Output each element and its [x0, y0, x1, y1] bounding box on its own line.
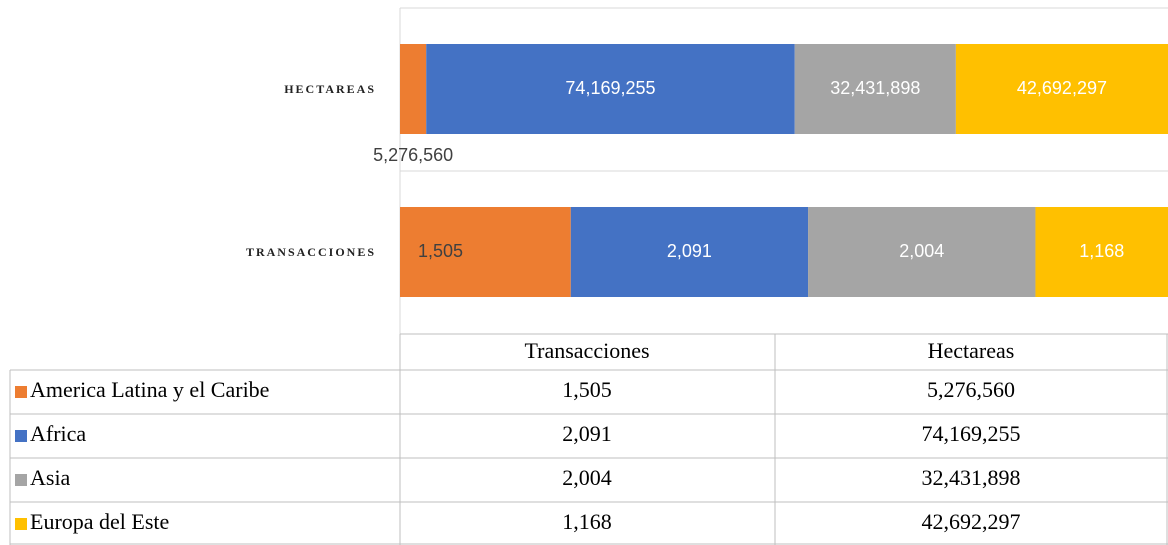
- bar-segment: [955, 44, 1168, 134]
- table-cell: 2,004: [562, 465, 612, 490]
- legend-swatch: [15, 474, 27, 486]
- bar-segment: [426, 44, 795, 134]
- table-cell: 1,168: [562, 509, 612, 534]
- y-axis-label: Transacciones: [246, 245, 376, 259]
- data-label: 1,168: [1079, 241, 1124, 261]
- data-label: 5,276,560: [373, 145, 453, 165]
- legend-label: Asia: [30, 465, 71, 490]
- legend-swatch: [15, 518, 27, 530]
- legend-swatch: [15, 386, 27, 398]
- data-label: 1,505: [418, 241, 463, 261]
- legend-label: Europa del Este: [30, 509, 169, 534]
- table-header: Transacciones: [524, 338, 649, 363]
- bar-segment: [808, 207, 1036, 297]
- table-cell: 1,505: [562, 377, 612, 402]
- bar-segment: [794, 44, 956, 134]
- data-label: 74,169,255: [565, 78, 655, 98]
- data-label: 2,004: [899, 241, 944, 261]
- table-cell: 32,431,898: [922, 465, 1021, 490]
- legend-label: Africa: [30, 421, 86, 446]
- bar-segment: [1035, 207, 1168, 297]
- y-axis-label: Hectareas: [284, 82, 376, 96]
- bar-segment: [400, 207, 571, 297]
- data-label: 2,091: [667, 241, 712, 261]
- data-label: 32,431,898: [830, 78, 920, 98]
- data-table-grid: [9, 333, 1168, 545]
- legend-label: America Latina y el Caribe: [30, 377, 269, 402]
- table-cell: 74,169,255: [922, 421, 1021, 446]
- table-header: Hectareas: [928, 338, 1015, 363]
- table-cell: 42,692,297: [922, 509, 1021, 534]
- bar-segment: [570, 207, 809, 297]
- table-cell: 5,276,560: [927, 377, 1015, 402]
- data-label: 42,692,297: [1017, 78, 1107, 98]
- bar-segment: [400, 44, 427, 134]
- legend-swatch: [15, 430, 27, 442]
- table-cell: 2,091: [562, 421, 612, 446]
